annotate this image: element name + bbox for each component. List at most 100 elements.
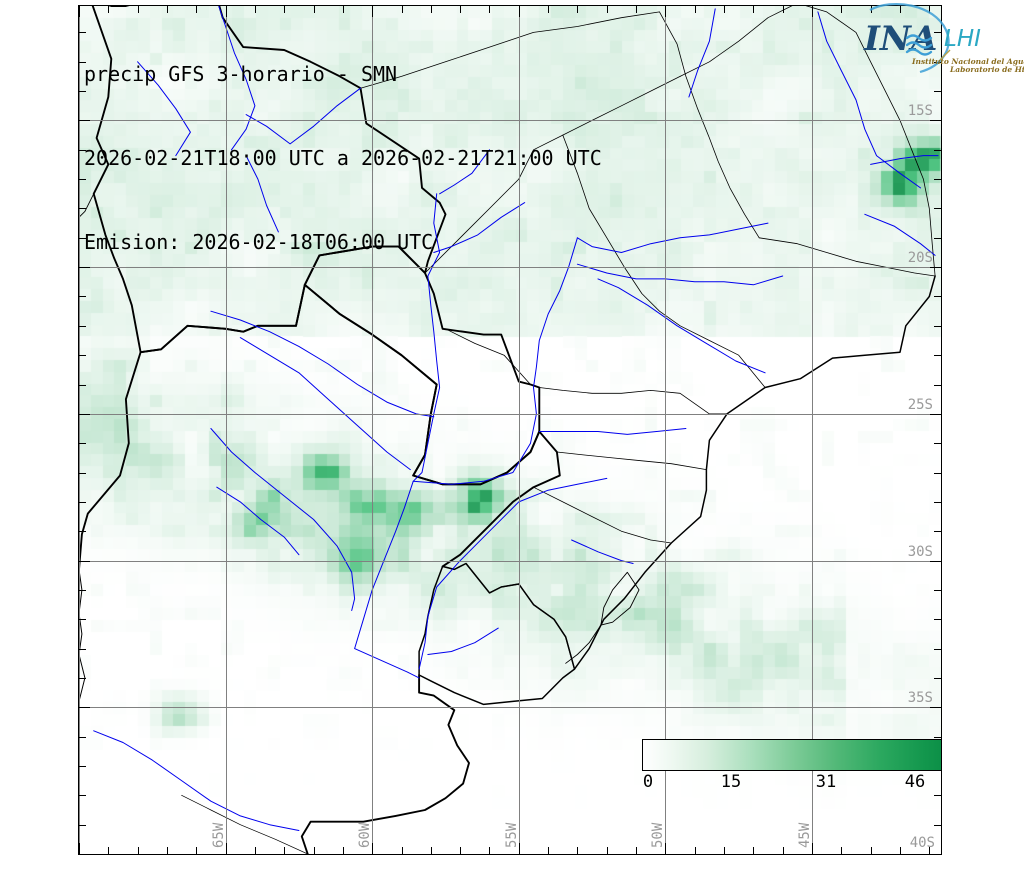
river-rio-grande-bolivia xyxy=(245,155,279,233)
tick-lon-66W xyxy=(196,847,197,854)
lat-label-15S: 15S xyxy=(907,103,933,119)
map-title: precip GFS 3-horario - SMN 2026-02-21T18… xyxy=(84,4,602,312)
lon-label-45W: 45W xyxy=(797,822,813,848)
lon-label-60W: 60W xyxy=(357,822,373,848)
tick-lon-50W xyxy=(665,6,666,17)
tick-lat-16S xyxy=(79,150,86,151)
tick-lon-54W xyxy=(548,6,549,13)
tick-lon-41W xyxy=(929,6,930,13)
tick-lon-63W xyxy=(284,847,285,854)
precipitation-raster xyxy=(79,6,941,854)
tick-lat-23S xyxy=(79,355,86,356)
state-border-ms-py xyxy=(445,328,531,385)
tick-lon-55W xyxy=(519,6,520,17)
lat-label-30S: 30S xyxy=(907,544,933,560)
tick-lat-12S xyxy=(934,32,941,33)
lhi-acronym-text: LHI xyxy=(944,26,981,52)
state-border-mt-north xyxy=(360,11,660,89)
tick-lat-31S xyxy=(934,590,941,591)
gridline-lat-25S xyxy=(79,414,941,415)
tick-lat-32S xyxy=(79,619,86,620)
tick-lon-53W xyxy=(577,6,578,13)
tick-lat-29S xyxy=(934,531,941,532)
tick-lon-58W xyxy=(431,6,432,13)
tick-lon-63W xyxy=(284,6,285,13)
river-rio-cuiaba xyxy=(439,149,490,195)
gridline-lon-55W xyxy=(519,6,520,854)
river-rio-grande xyxy=(576,263,784,286)
tick-lat-21S xyxy=(934,296,941,297)
tick-lon-52W xyxy=(607,6,608,13)
title-line-2: 2026-02-21T18:00 UTC a 2026-02-21T21:00 … xyxy=(84,146,602,170)
tick-lon-43W xyxy=(871,847,872,854)
river-rio-beni xyxy=(137,61,191,157)
tick-lon-51W xyxy=(636,6,637,13)
tick-lat-39S xyxy=(79,825,86,826)
gridline-lon-65W xyxy=(226,6,227,854)
coastline-argentina xyxy=(300,674,470,854)
tick-lat-18S xyxy=(79,208,86,209)
tick-lat-35S xyxy=(79,707,90,708)
gridline-lon-60W xyxy=(372,6,373,854)
lhi-slash-icon xyxy=(939,49,951,61)
tick-lon-66W xyxy=(196,6,197,13)
tick-lat-38S xyxy=(79,795,86,796)
lagoa-mirim xyxy=(565,624,602,664)
tick-lon-65W xyxy=(226,843,227,854)
tick-lat-18S xyxy=(934,208,941,209)
tick-lon-42W xyxy=(900,6,901,13)
river-rio-parana xyxy=(354,237,578,679)
ina-acronym-text: INA xyxy=(863,19,937,59)
tick-lat-20S xyxy=(79,267,90,268)
gridline-lon-70W xyxy=(79,6,80,854)
tick-lon-44W xyxy=(841,6,842,13)
state-border-go-to xyxy=(659,11,760,239)
river-rio-iguazu xyxy=(538,428,687,435)
tick-lon-50W xyxy=(665,843,666,854)
tick-lon-61W xyxy=(343,847,344,854)
state-border-sc-pr xyxy=(556,451,707,470)
tick-lat-27S xyxy=(79,473,86,474)
tick-lon-53W xyxy=(577,847,578,854)
tick-lat-14S xyxy=(79,91,86,92)
gridline-lat-20S xyxy=(79,267,941,268)
tick-lon-47W xyxy=(753,847,754,854)
colorbar-label-46: 46 xyxy=(904,772,926,792)
tick-lon-69W xyxy=(108,847,109,854)
tick-lat-13S xyxy=(79,62,86,63)
lagoa-dos-patos xyxy=(600,571,640,626)
border-argentina-west xyxy=(79,324,297,571)
river-rio-guapore xyxy=(245,87,361,145)
tick-lon-68W xyxy=(138,847,139,854)
state-border-mg-es xyxy=(758,237,936,277)
river-rio-colorado xyxy=(93,730,300,831)
colorbar-label-31: 31 xyxy=(815,772,837,792)
tick-lon-56W xyxy=(489,847,490,854)
colorbar-label-0: 0 xyxy=(642,772,654,792)
state-border-rs-sc xyxy=(533,486,672,544)
tick-lat-16S xyxy=(934,150,941,151)
tick-lon-68W xyxy=(138,6,139,13)
tick-lat-14S xyxy=(934,91,941,92)
river-rio-paranaiba xyxy=(576,222,769,253)
tick-lon-57W xyxy=(460,6,461,13)
tick-lon-42W xyxy=(900,847,901,854)
river-rio-tiete xyxy=(597,278,766,374)
tick-lat-28S xyxy=(934,502,941,503)
river-rio-paraguay xyxy=(412,193,441,482)
tick-lat-23S xyxy=(934,355,941,356)
gridline-lon-45W xyxy=(812,6,813,854)
tick-lat-35S xyxy=(930,707,941,708)
map-frame: 15S 20S 25S 30S 35S 70W 65W 60W 55W 50W 45W 40S 0… xyxy=(78,5,942,855)
tick-lat-25S xyxy=(79,414,90,415)
lat-label-20S: 20S xyxy=(907,250,933,266)
tick-lon-49W xyxy=(695,847,696,854)
tick-lat-38S xyxy=(934,795,941,796)
title-line-3: Emision: 2026-02-18T06:00 UTC xyxy=(84,230,434,254)
tick-lon-58W xyxy=(431,847,432,854)
tick-lon-48W xyxy=(724,847,725,854)
tick-lon-51W xyxy=(636,847,637,854)
tick-lon-67W xyxy=(167,6,168,13)
tick-lat-34S xyxy=(934,678,941,679)
